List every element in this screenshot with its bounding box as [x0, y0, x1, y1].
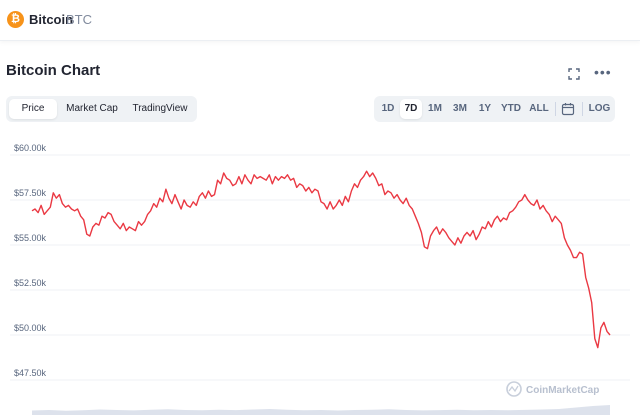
range-1m[interactable]: 1M: [428, 103, 442, 114]
range-divider: [555, 102, 556, 116]
price-chart[interactable]: $60.00k $57.50k $55.00k $52.50k $50.00k $47.5…: [0, 130, 640, 415]
range-log-toggle[interactable]: LOG: [588, 103, 611, 114]
more-icon[interactable]: •••: [594, 64, 612, 80]
range-divider: [582, 102, 583, 116]
y-tick-label: $50.00k: [14, 323, 47, 333]
y-tick-label: $55.00k: [14, 233, 47, 243]
range-ytd[interactable]: YTD: [501, 103, 521, 114]
fullscreen-icon[interactable]: [568, 68, 580, 80]
volume-bars: [32, 405, 610, 415]
y-tick-label: $57.50k: [14, 188, 47, 198]
price-line: [31, 170, 611, 349]
y-tick-label: $52.50k: [14, 278, 47, 288]
view-toggle: Price Market Cap TradingView: [6, 96, 197, 122]
range-3m[interactable]: 3M: [453, 103, 467, 114]
coinmarketcap-watermark: CoinMarketCap: [506, 381, 599, 397]
coin-name[interactable]: Bitcoin: [29, 12, 74, 27]
bitcoin-logo-icon: ₿: [7, 11, 24, 28]
range-selector: 1D 7D 1M 3M 1Y YTD ALL LOG: [374, 96, 615, 122]
range-all[interactable]: ALL: [529, 103, 549, 114]
y-tick-label: $60.00k: [14, 143, 47, 153]
price-line-series: [31, 170, 611, 349]
tab-tradingview[interactable]: TradingView: [132, 103, 188, 114]
top-bar: ₿ Bitcoin BTC: [0, 0, 640, 41]
calendar-icon[interactable]: [561, 102, 575, 116]
range-1y[interactable]: 1Y: [478, 103, 492, 114]
coin-symbol: BTC: [66, 12, 92, 27]
chart-grid: $60.00k $57.50k $55.00k $52.50k $50.00k $47.5…: [10, 143, 630, 381]
range-1d[interactable]: 1D: [381, 103, 395, 114]
tab-price[interactable]: Price: [9, 99, 57, 119]
volume-area: [32, 405, 610, 415]
range-7d[interactable]: 7D: [400, 99, 422, 119]
watermark-text: CoinMarketCap: [526, 385, 599, 396]
tab-market-cap[interactable]: Market Cap: [66, 103, 118, 114]
y-tick-label: $47.50k: [14, 368, 47, 378]
chart-title: Bitcoin Chart: [6, 62, 101, 79]
